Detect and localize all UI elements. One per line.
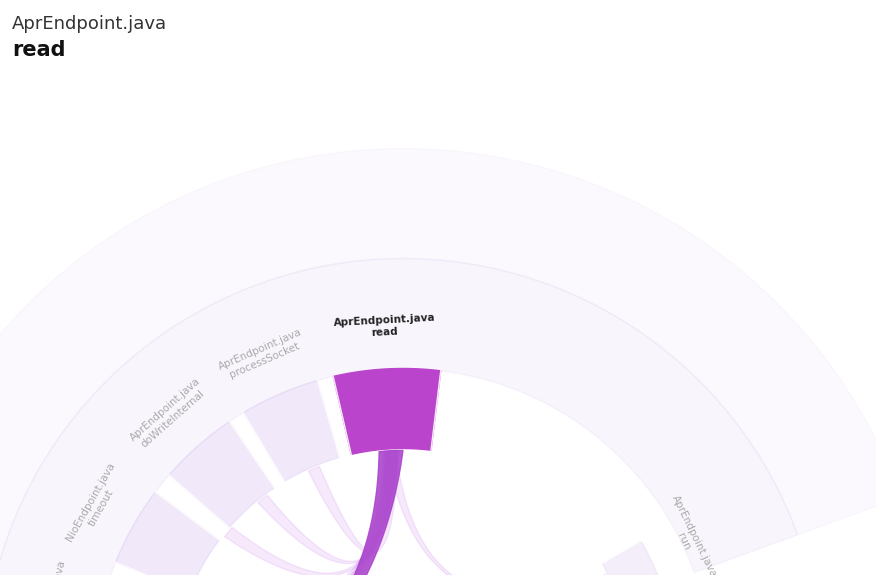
- Text: read: read: [12, 40, 66, 60]
- Polygon shape: [116, 492, 219, 575]
- Polygon shape: [0, 148, 876, 575]
- Polygon shape: [175, 451, 399, 575]
- Text: AprEndpoint.java
run: AprEndpoint.java run: [660, 494, 718, 575]
- Polygon shape: [177, 451, 399, 575]
- Polygon shape: [333, 369, 441, 454]
- Polygon shape: [308, 451, 397, 553]
- Text: AprEndpoint.java
processSocket: AprEndpoint.java processSocket: [216, 327, 307, 383]
- Text: NioEndpoint.java
timeout: NioEndpoint.java timeout: [65, 461, 127, 549]
- Text: AprEndpoint.java: AprEndpoint.java: [12, 15, 167, 33]
- Text: NioEndpoint.java
run: NioEndpoint.java run: [38, 559, 78, 575]
- Polygon shape: [179, 450, 403, 575]
- Text: AprEndpoint.java
read: AprEndpoint.java read: [333, 313, 436, 340]
- Polygon shape: [602, 541, 658, 575]
- Polygon shape: [169, 421, 274, 528]
- Polygon shape: [244, 381, 340, 481]
- Polygon shape: [0, 259, 798, 575]
- Polygon shape: [224, 451, 397, 575]
- Polygon shape: [194, 451, 397, 575]
- Text: AprEndpoint.java
doWriteInternal: AprEndpoint.java doWriteInternal: [129, 377, 210, 452]
- Polygon shape: [258, 451, 397, 564]
- Polygon shape: [386, 451, 610, 575]
